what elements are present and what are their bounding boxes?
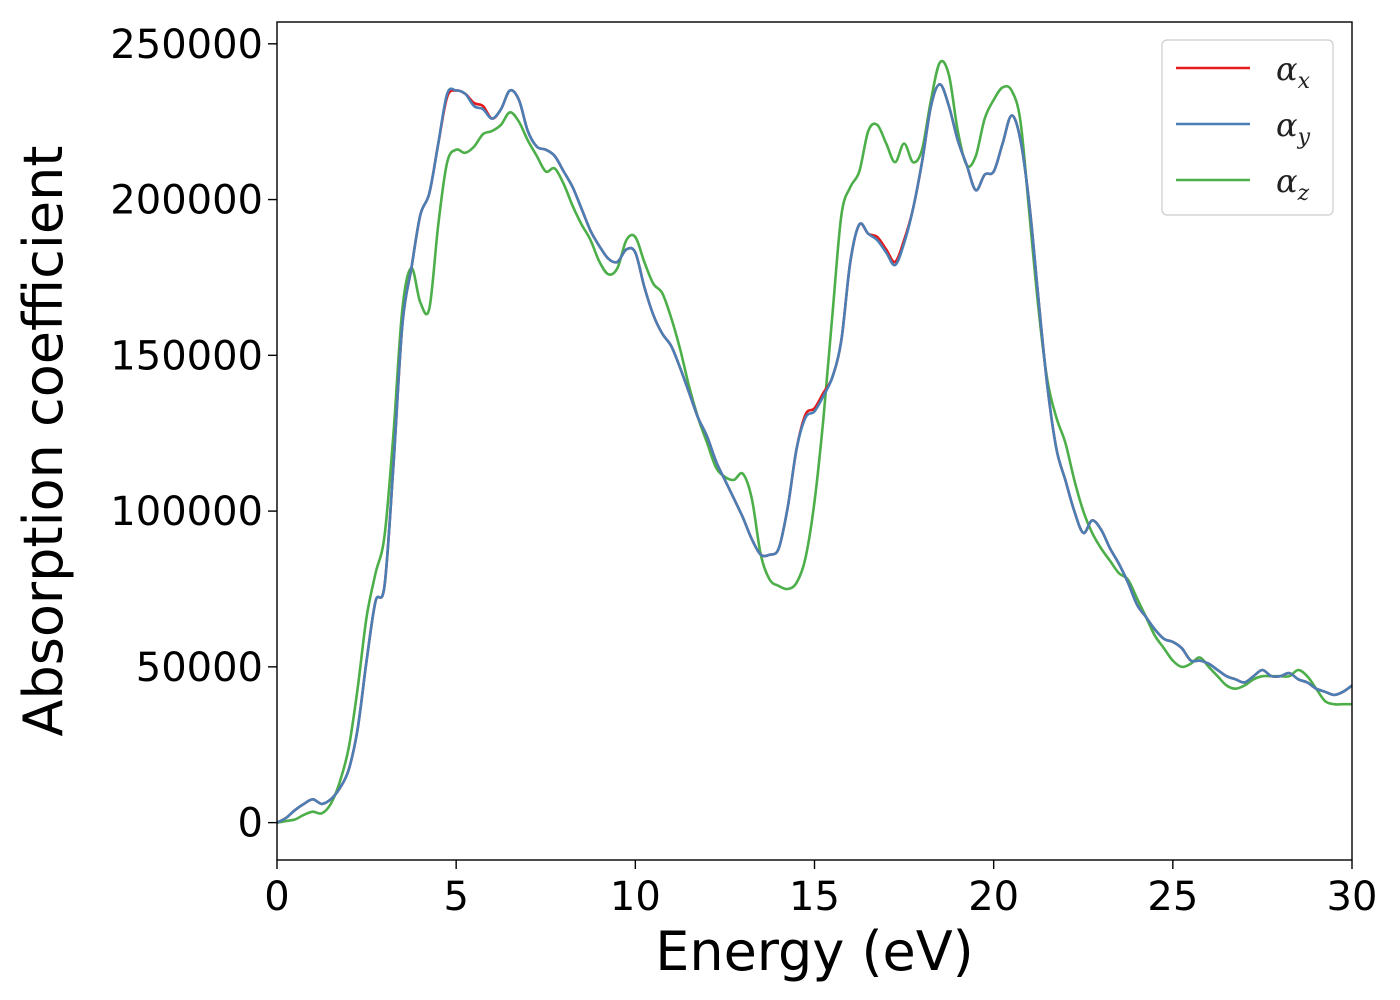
- y-tick-label: 150000: [110, 333, 263, 379]
- legend-label-y: αy: [1276, 106, 1311, 150]
- series-line-y: [277, 83, 1352, 824]
- legend-label-x: αx: [1276, 50, 1311, 94]
- x-tick-label: 15: [789, 874, 840, 920]
- series-layer: [277, 59, 1352, 824]
- legend-box: [1161, 39, 1334, 216]
- x-tick-label: 10: [610, 874, 661, 920]
- y-axis-title: Absorption coefficient: [12, 146, 75, 737]
- y-tick-label: 0: [238, 801, 263, 847]
- x-tick-label: 30: [1327, 874, 1378, 920]
- y-tick-label: 100000: [110, 489, 263, 535]
- series-line-z: [277, 59, 1352, 824]
- x-tick-label: 0: [264, 874, 289, 920]
- legend: αx αy αz: [1161, 39, 1334, 216]
- y-tick-label: 200000: [110, 178, 263, 224]
- y-tick-label: 50000: [136, 645, 263, 691]
- axis-ticks: 0 5 10 15 20 25 30 0 50000 100000 150000 200000 2500…: [110, 22, 1377, 920]
- legend-label-z: αz: [1276, 162, 1310, 206]
- x-tick-label: 5: [443, 874, 468, 920]
- x-tick-label: 20: [968, 874, 1019, 920]
- x-axis-title: Energy (eV): [655, 920, 974, 983]
- x-tick-label: 25: [1147, 874, 1198, 920]
- y-tick-label: 250000: [110, 22, 263, 68]
